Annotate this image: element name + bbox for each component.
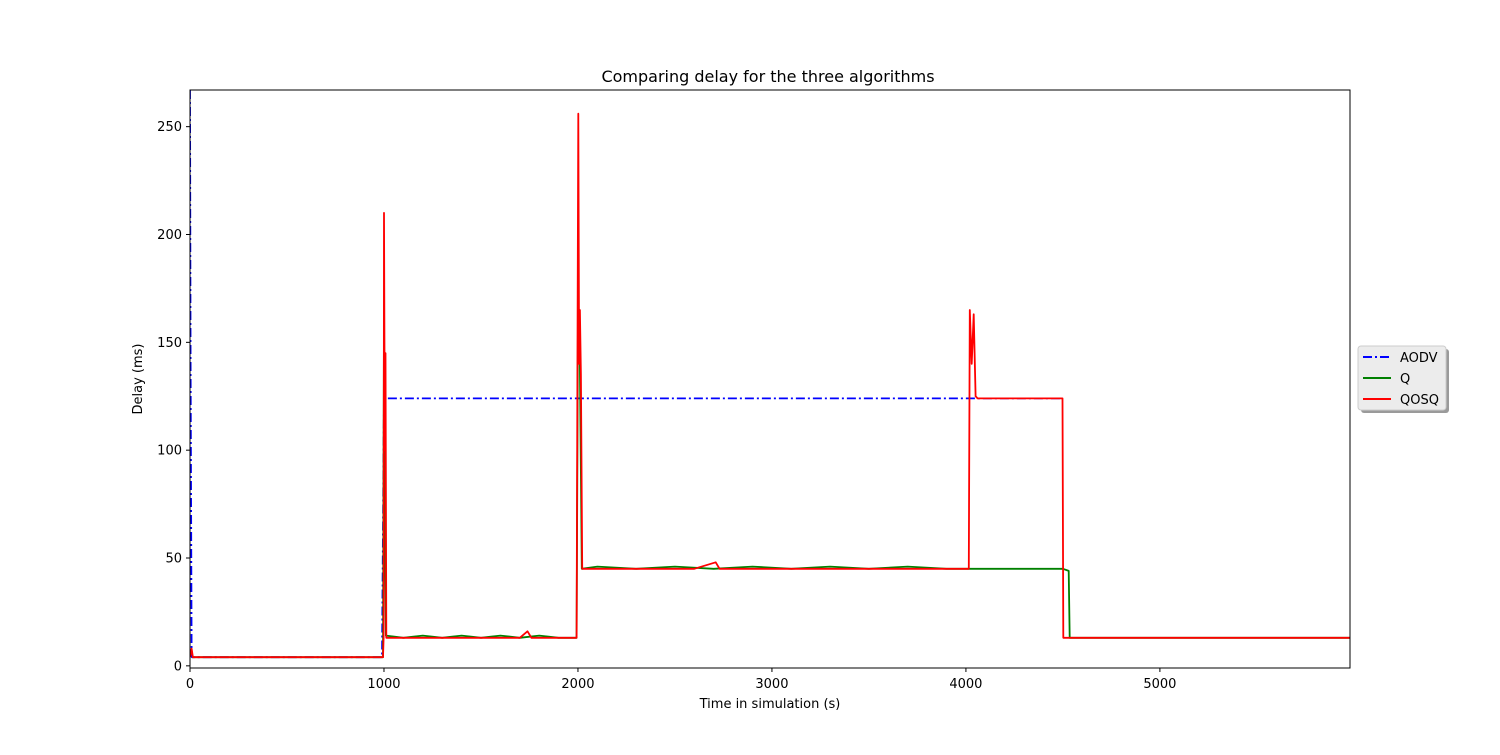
y-tick-label: 100 [157, 444, 182, 459]
y-axis-label: Delay (ms) [131, 344, 146, 415]
x-tick-label: 1000 [367, 677, 400, 692]
chart-title: Comparing delay for the three algorithms [601, 67, 934, 86]
y-tick-label: 250 [157, 120, 182, 135]
axes-frame [189, 89, 1351, 669]
axis-ticks: 0 1000 2000 3000 4000 5000 0 50 100 150 200 250 [157, 120, 1176, 692]
y-tick-label: 150 [157, 336, 182, 351]
legend-label-qosq: QOSQ [1400, 393, 1439, 408]
legend: AODV Q QOSQ [1357, 345, 1449, 413]
x-tick-label: 2000 [561, 677, 594, 692]
y-tick-label: 0 [174, 659, 182, 674]
legend-label-q: Q [1400, 372, 1410, 387]
x-tick-label: 4000 [949, 677, 982, 692]
series-line-qosq [190, 112, 1350, 659]
plot-area [190, 90, 1350, 659]
x-axis-label: Time in simulation (s) [699, 697, 841, 712]
series-line-aodv [190, 90, 1063, 659]
x-tick-label: 3000 [755, 677, 788, 692]
series-line-q [191, 309, 1350, 659]
legend-box [1357, 345, 1447, 411]
y-tick-label: 50 [165, 552, 182, 567]
legend-label-aodv: AODV [1400, 351, 1438, 366]
y-tick-label: 200 [157, 228, 182, 243]
x-tick-label: 5000 [1143, 677, 1176, 692]
x-tick-label: 0 [186, 677, 194, 692]
